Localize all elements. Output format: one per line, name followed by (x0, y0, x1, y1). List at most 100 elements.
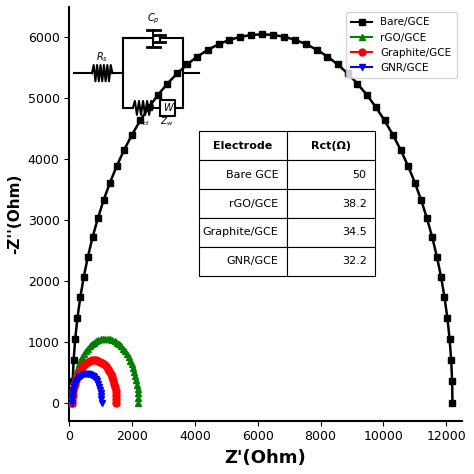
rGO/GCE (134, 382, 140, 387)
Graphite/GCE (113, 388, 118, 394)
Bare/GCE (260, 31, 265, 37)
rGO/GCE (76, 361, 82, 367)
rGO/GCE (126, 355, 131, 360)
Graphite/GCE (70, 388, 76, 394)
rGO/GCE (85, 346, 91, 352)
Graphite/GCE (70, 396, 75, 401)
GNR/GCE (88, 372, 94, 378)
rGO/GCE (75, 365, 81, 371)
rGO/GCE (109, 337, 115, 343)
Graphite/GCE (70, 392, 75, 398)
GNR/GCE (71, 387, 76, 392)
GNR/GCE (75, 376, 81, 382)
Y-axis label: -Z''(Ohm): -Z''(Ohm) (7, 173, 22, 254)
rGO/GCE (129, 361, 135, 367)
rGO/GCE (78, 358, 83, 364)
rGO/GCE (128, 358, 133, 364)
Graphite/GCE (111, 381, 117, 386)
rGO/GCE (83, 348, 89, 354)
rGO/GCE (122, 348, 128, 354)
rGO/GCE (73, 373, 78, 379)
Graphite/GCE (100, 360, 105, 365)
rGO/GCE (102, 336, 108, 341)
rGO/GCE (71, 382, 76, 387)
GNR/GCE (80, 372, 85, 378)
GNR/GCE (94, 379, 100, 384)
Graphite/GCE (78, 365, 84, 371)
GNR/GCE (73, 381, 78, 387)
Bare/GCE (81, 274, 87, 280)
Graphite/GCE (72, 381, 78, 386)
GNR/GCE (96, 384, 102, 390)
Line: GNR/GCE: GNR/GCE (68, 370, 105, 406)
Graphite/GCE (73, 377, 79, 383)
rGO/GCE (70, 386, 76, 392)
Legend: Bare/GCE, rGO/GCE, Graphite/GCE, GNR/GCE: Bare/GCE, rGO/GCE, Graphite/GCE, GNR/GCE (346, 12, 456, 78)
Graphite/GCE (88, 358, 93, 364)
GNR/GCE (85, 371, 91, 376)
Graphite/GCE (113, 396, 119, 401)
rGO/GCE (70, 395, 75, 401)
rGO/GCE (91, 340, 97, 346)
Line: rGO/GCE: rGO/GCE (69, 335, 142, 406)
Graphite/GCE (77, 368, 82, 374)
Graphite/GCE (105, 365, 110, 371)
Graphite/GCE (108, 371, 113, 377)
GNR/GCE (93, 376, 99, 382)
rGO/GCE (135, 391, 141, 396)
Line: Graphite/GCE: Graphite/GCE (69, 356, 120, 406)
rGO/GCE (79, 355, 85, 360)
rGO/GCE (87, 344, 92, 349)
rGO/GCE (100, 336, 106, 342)
GNR/GCE (95, 381, 101, 387)
rGO/GCE (95, 337, 101, 343)
rGO/GCE (89, 342, 94, 347)
Graphite/GCE (103, 364, 109, 369)
rGO/GCE (81, 351, 87, 357)
rGO/GCE (131, 369, 137, 375)
Bare/GCE (184, 62, 190, 67)
Graphite/GCE (112, 384, 118, 390)
Graphite/GCE (75, 371, 81, 377)
Bare/GCE (450, 400, 456, 405)
rGO/GCE (114, 340, 120, 346)
rGO/GCE (124, 351, 130, 357)
GNR/GCE (97, 387, 103, 392)
rGO/GCE (107, 337, 113, 342)
Bare/GCE (101, 197, 107, 203)
X-axis label: Z'(Ohm): Z'(Ohm) (225, 449, 306, 467)
Graphite/GCE (109, 374, 115, 380)
GNR/GCE (98, 393, 104, 399)
rGO/GCE (70, 391, 75, 396)
GNR/GCE (72, 384, 77, 390)
rGO/GCE (93, 338, 99, 344)
GNR/GCE (70, 390, 75, 395)
rGO/GCE (112, 338, 118, 344)
rGO/GCE (73, 369, 79, 375)
Graphite/GCE (91, 357, 97, 363)
Graphite/GCE (85, 359, 91, 365)
GNR/GCE (76, 374, 82, 380)
GNR/GCE (69, 396, 75, 402)
Graphite/GCE (110, 377, 116, 383)
GNR/GCE (99, 396, 104, 402)
GNR/GCE (91, 374, 97, 380)
GNR/GCE (69, 400, 74, 405)
Bare/GCE (70, 400, 75, 405)
Graphite/GCE (71, 384, 77, 390)
Graphite/GCE (106, 368, 112, 374)
rGO/GCE (70, 400, 75, 405)
GNR/GCE (78, 373, 83, 379)
rGO/GCE (118, 344, 124, 349)
Graphite/GCE (93, 357, 99, 363)
rGO/GCE (133, 377, 139, 383)
Graphite/GCE (83, 360, 89, 365)
Graphite/GCE (74, 374, 80, 380)
Graphite/GCE (90, 357, 95, 363)
GNR/GCE (69, 393, 75, 399)
GNR/GCE (81, 371, 87, 377)
Graphite/GCE (96, 358, 101, 364)
rGO/GCE (136, 395, 141, 401)
GNR/GCE (73, 379, 79, 384)
Graphite/GCE (113, 400, 119, 405)
